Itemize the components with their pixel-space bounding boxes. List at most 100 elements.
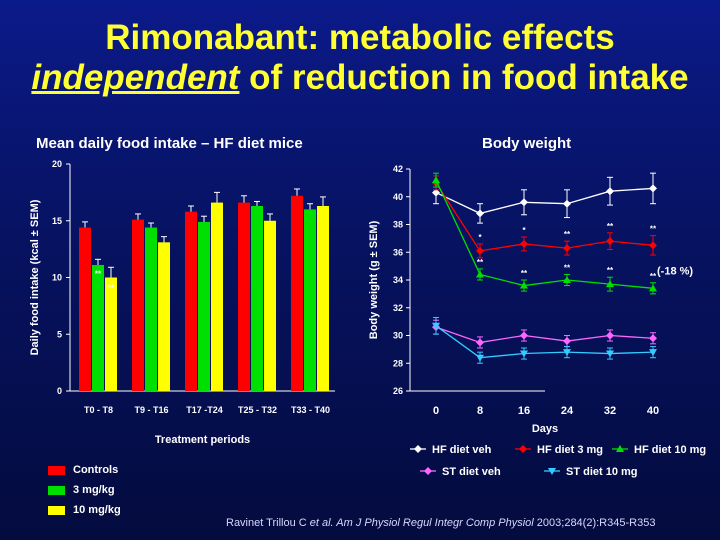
bar <box>198 221 210 391</box>
data-point <box>563 244 571 253</box>
data-point <box>649 349 657 357</box>
bar-x-tick-label: T0 - T8 <box>84 405 113 415</box>
citation-ref: 2003;284(2):R345-R353 <box>536 517 656 529</box>
legend-marker <box>616 445 624 452</box>
line-y-tick-label: 42 <box>393 164 403 174</box>
line-x-tick-label: 16 <box>518 405 530 417</box>
data-point <box>606 237 614 246</box>
data-point <box>563 337 571 346</box>
bar <box>79 227 91 391</box>
bar <box>145 227 157 391</box>
data-point <box>520 198 528 207</box>
bar-x-tick-label: T33 - T40 <box>291 405 330 415</box>
series-line <box>435 182 654 252</box>
data-point <box>520 350 528 358</box>
data-point <box>606 331 614 340</box>
legend-swatch-10mg <box>48 505 65 515</box>
data-point <box>606 187 614 196</box>
line-significance: ** <box>521 269 528 278</box>
line-significance: ** <box>650 272 657 281</box>
bar-y-tick-label: 20 <box>52 159 62 169</box>
line-significance: ** <box>477 258 484 267</box>
data-point <box>563 349 571 357</box>
series-line <box>435 179 654 289</box>
data-point <box>432 322 440 330</box>
legend-marker <box>519 445 527 453</box>
line-legend-label: ST diet 10 mg <box>566 466 638 478</box>
bar-y-tick-label: 10 <box>52 273 62 283</box>
bar <box>92 265 104 391</box>
legend-marker <box>414 445 422 453</box>
citation: Ravinet Trillou C et al. Am J Physiol Re… <box>226 517 655 529</box>
series-line <box>435 326 654 344</box>
data-point <box>520 281 528 289</box>
line-y-tick-label: 38 <box>393 220 403 230</box>
bar-chart-title: Mean daily food intake – HF diet mice <box>36 135 303 152</box>
line-y-tick-label: 34 <box>393 275 403 285</box>
data-point <box>520 239 528 248</box>
line-y-tick-label: 36 <box>393 247 403 257</box>
data-point <box>563 199 571 208</box>
series-line <box>435 325 654 359</box>
data-point <box>649 334 657 343</box>
line-x-axis-label: Days <box>532 423 558 435</box>
legend-item-3mg: 3 mg/kg <box>48 480 121 500</box>
bar <box>238 202 250 391</box>
line-significance: ** <box>607 266 614 275</box>
line-chart-title: Body weight <box>482 135 572 152</box>
legend-swatch-3mg <box>48 485 65 495</box>
bar <box>105 277 117 391</box>
line-significance: ** <box>564 230 571 239</box>
line-y-tick-label: 26 <box>393 386 403 396</box>
line-x-tick-label: 40 <box>647 405 659 417</box>
legend-marker <box>548 468 556 475</box>
line-annotation: (-18 %) <box>657 265 693 277</box>
legend-label-10mg: 10 mg/kg <box>73 504 121 516</box>
bar-x-tick-label: T25 - T32 <box>238 405 277 415</box>
line-y-tick-label: 32 <box>393 303 403 313</box>
citation-authors: Ravinet Trillou C <box>226 517 310 529</box>
line-significance: * <box>522 226 526 235</box>
line-y-tick-label: 30 <box>393 331 403 341</box>
data-point <box>476 270 484 278</box>
data-point <box>476 354 484 362</box>
line-legend-label: ST diet veh <box>442 466 501 478</box>
legend-swatch-controls <box>48 465 65 475</box>
data-point <box>649 284 657 292</box>
data-point <box>606 350 614 358</box>
line-significance: ** <box>564 263 571 272</box>
line-y-axis-label: Body weight (g ± SEM) <box>368 220 380 339</box>
bar-y-tick-label: 5 <box>57 329 62 339</box>
line-x-tick-label: 0 <box>433 405 439 417</box>
legend-label-controls: Controls <box>73 464 119 476</box>
line-legend-label: HF diet 3 mg <box>537 444 603 456</box>
line-y-tick-label: 40 <box>393 192 403 202</box>
data-point <box>476 338 484 347</box>
line-x-tick-label: 32 <box>604 405 616 417</box>
bar <box>304 209 316 391</box>
line-significance: * <box>478 233 482 242</box>
data-point <box>432 176 440 184</box>
slide-title-line-1: Rimonabant: metabolic effects <box>105 18 615 57</box>
legend-marker <box>424 467 432 475</box>
bar <box>251 205 263 391</box>
citation-journal: et al. Am J Physiol Regul Integr Comp Ph… <box>309 517 537 529</box>
bar-significance: ** <box>108 283 115 292</box>
bar-y-tick-label: 15 <box>52 216 62 226</box>
series-line <box>435 187 654 215</box>
bar-y-axis-label: Daily food intake (kcal ± SEM) <box>29 199 41 355</box>
bar-x-tick-label: T9 - T16 <box>134 405 168 415</box>
line-x-tick-label: 8 <box>477 405 483 417</box>
bar <box>185 211 197 391</box>
data-point <box>649 241 657 250</box>
legend-label-3mg: 3 mg/kg <box>73 484 115 496</box>
bar <box>317 205 329 391</box>
bar <box>158 242 170 391</box>
data-point <box>476 246 484 255</box>
legend-item-10mg: 10 mg/kg <box>48 500 121 520</box>
slide-title-line-2: independent of reduction in food intake <box>0 58 720 98</box>
data-point <box>432 188 440 197</box>
title-emphasis: independent <box>31 58 240 97</box>
bar-x-tick-label: T17 -T24 <box>186 405 223 415</box>
